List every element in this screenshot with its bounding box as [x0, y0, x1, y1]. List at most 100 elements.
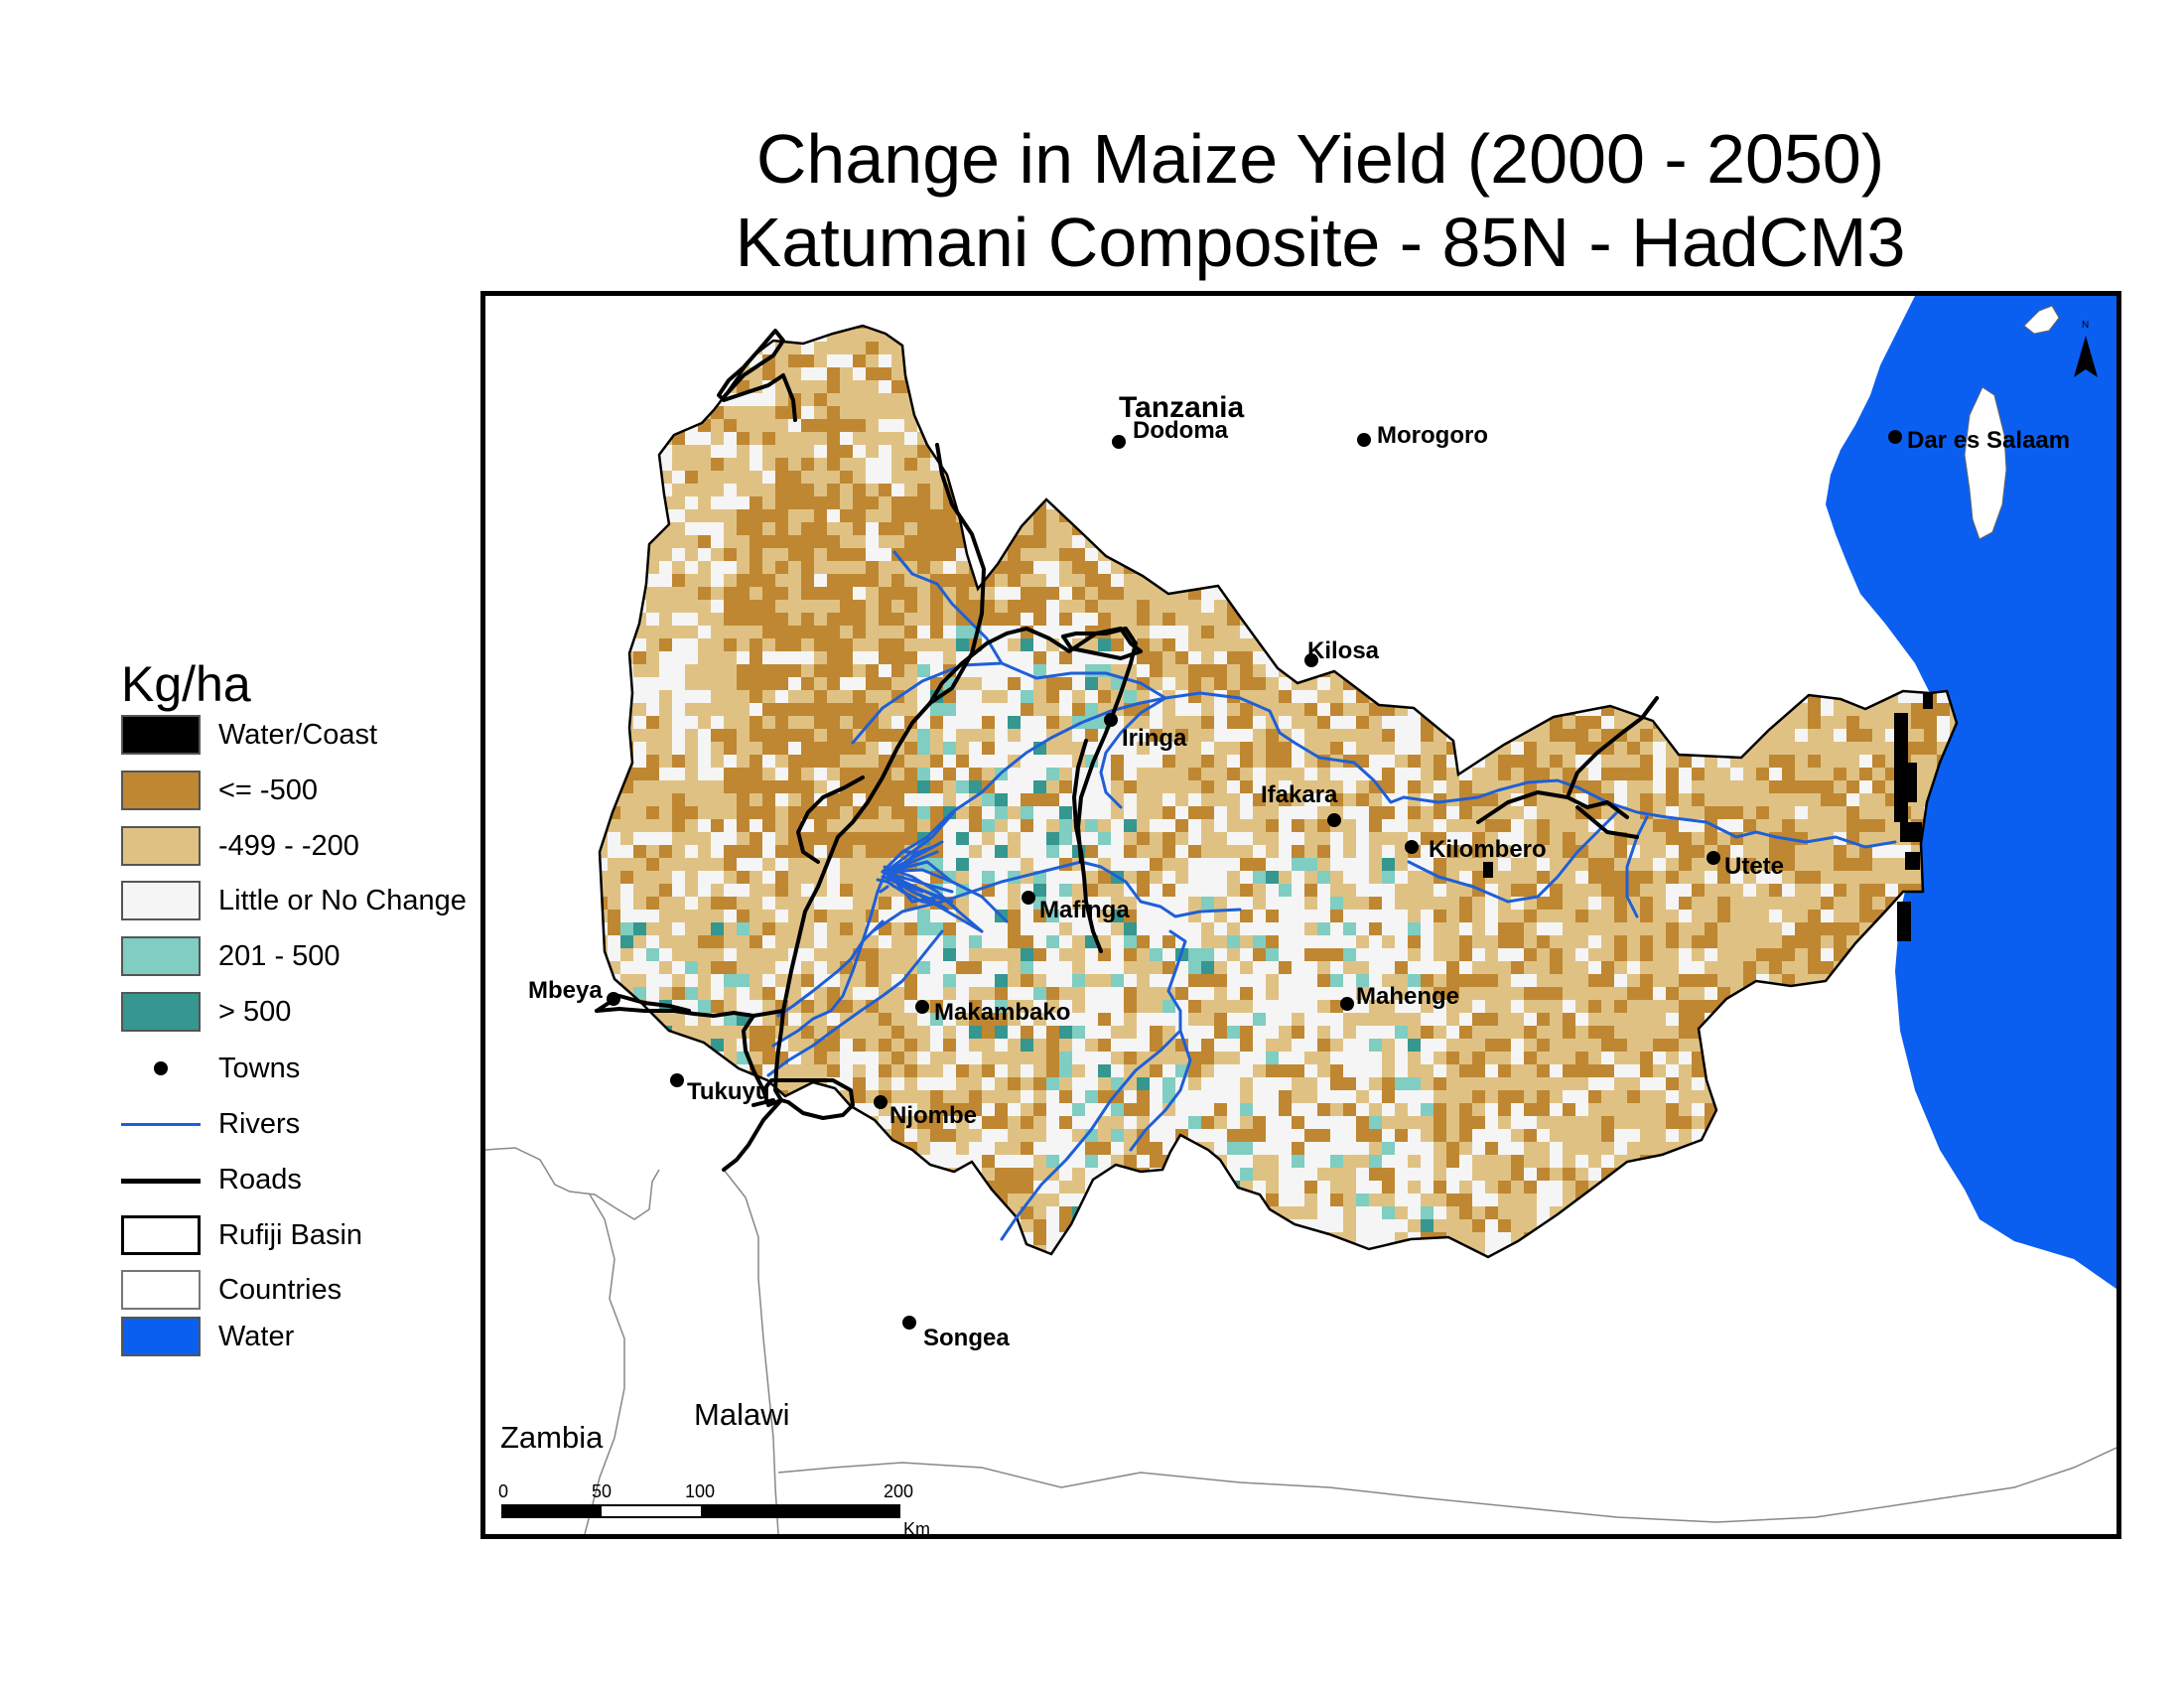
raster-cell	[1253, 768, 1266, 780]
raster-cell	[995, 1103, 1008, 1116]
raster-cell	[1782, 1116, 1795, 1129]
raster-cell	[1150, 948, 1162, 961]
raster-cell	[801, 326, 814, 329]
raster-cell	[917, 1194, 930, 1206]
raster-cell	[1846, 613, 1859, 626]
raster-cell	[982, 1155, 995, 1168]
raster-cell	[685, 1245, 698, 1257]
raster-cell	[1859, 1090, 1872, 1103]
raster-cell	[1666, 819, 1679, 832]
raster-cell	[1743, 1155, 1756, 1168]
raster-cell	[1266, 496, 1279, 509]
raster-cell	[1472, 1090, 1485, 1103]
raster-cell	[698, 1129, 711, 1142]
raster-cell	[1292, 1129, 1304, 1142]
raster-cell	[775, 535, 788, 548]
raster-cell	[1253, 342, 1266, 354]
raster-cell	[788, 496, 801, 509]
raster-cell	[1033, 613, 1046, 626]
raster-cell	[969, 393, 982, 406]
raster-cell	[1085, 961, 1098, 974]
road-makambako-njombe	[773, 1009, 785, 1102]
raster-cell	[1072, 432, 1085, 445]
raster-cell	[1653, 522, 1666, 535]
raster-cell	[1279, 780, 1292, 793]
raster-cell	[1279, 1090, 1292, 1103]
raster-cell	[1550, 729, 1563, 742]
raster-cell	[1240, 716, 1253, 729]
raster-cell	[956, 1064, 969, 1077]
raster-cell	[1150, 1077, 1162, 1090]
raster-cell	[1214, 1103, 1227, 1116]
raster-cell	[853, 716, 866, 729]
raster-cell	[1253, 326, 1266, 329]
raster-cell	[1485, 1194, 1498, 1206]
raster-cell	[930, 768, 943, 780]
raster-cell	[1021, 729, 1033, 742]
raster-cell	[1614, 897, 1627, 910]
raster-cell	[1033, 522, 1046, 535]
raster-cell	[1795, 613, 1808, 626]
raster-cell	[1446, 471, 1459, 484]
raster-cell	[1214, 1077, 1227, 1090]
raster-cell	[1588, 509, 1601, 522]
map-title-line-2: Katumani Composite - 85N - HadCM3	[735, 204, 1906, 281]
raster-cell	[1537, 858, 1550, 871]
raster-cell	[1330, 793, 1343, 806]
raster-cell	[1705, 987, 1717, 1000]
raster-cell	[737, 974, 750, 987]
raster-cell	[853, 574, 866, 587]
raster-cell	[685, 1181, 698, 1194]
raster-cell	[1253, 1013, 1266, 1026]
raster-cell	[1911, 703, 1924, 716]
raster-cell	[1292, 871, 1304, 884]
raster-cell	[1524, 638, 1537, 651]
raster-cell	[1124, 806, 1137, 819]
raster-cell	[1188, 832, 1201, 845]
raster-cell	[1175, 1245, 1188, 1257]
road-njombe-south2	[751, 1098, 775, 1107]
raster-cell	[1666, 897, 1679, 910]
raster-cell	[917, 974, 930, 987]
raster-cell	[1924, 1219, 1937, 1232]
raster-cell	[1227, 1194, 1240, 1206]
raster-cell	[1150, 342, 1162, 354]
raster-cell	[1537, 587, 1550, 600]
raster-cell	[943, 1129, 956, 1142]
raster-cell	[775, 677, 788, 690]
raster-cell	[1175, 845, 1188, 858]
raster-cell	[1872, 910, 1885, 922]
north-arrow-label: N	[2082, 320, 2089, 331]
raster-cell	[969, 664, 982, 677]
raster-cell	[620, 1258, 633, 1271]
raster-cell	[1330, 458, 1343, 471]
raster-cell	[1459, 509, 1472, 522]
road-north-trunk	[717, 329, 785, 402]
raster-cell	[1743, 419, 1756, 432]
raster-cell	[698, 587, 711, 600]
raster-cell	[1033, 329, 1046, 342]
raster-cell	[608, 1026, 620, 1039]
raster-cell	[891, 574, 904, 587]
raster-cell	[788, 484, 801, 496]
raster-cell	[904, 780, 917, 793]
raster-cell	[1201, 1090, 1214, 1103]
raster-cell	[1601, 1026, 1614, 1039]
raster-cell	[1085, 819, 1098, 832]
raster-cell	[1679, 974, 1692, 987]
raster-cell	[1033, 832, 1046, 845]
raster-cell	[1588, 858, 1601, 871]
raster-cell	[1382, 367, 1395, 380]
raster-cell	[737, 793, 750, 806]
raster-cell	[1279, 1103, 1292, 1116]
raster-cell	[1292, 1258, 1304, 1271]
raster-cell	[698, 1181, 711, 1194]
raster-cell	[879, 445, 891, 458]
raster-cell	[1537, 484, 1550, 496]
raster-cell	[1846, 1052, 1859, 1064]
raster-cell	[1021, 910, 1033, 922]
raster-cell	[1304, 910, 1317, 922]
raster-cell	[1369, 1181, 1382, 1194]
raster-cell	[672, 884, 685, 897]
raster-cell	[1330, 1155, 1343, 1168]
